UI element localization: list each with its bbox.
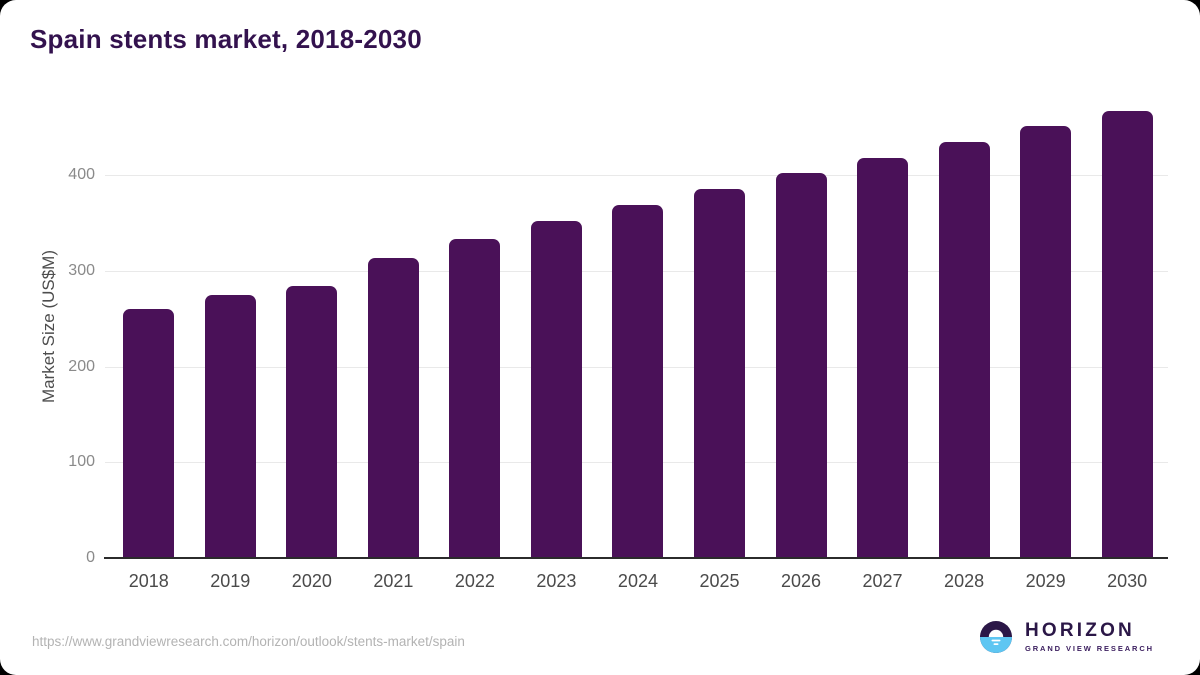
y-tick-400: 400	[68, 166, 95, 184]
bar-slot-2028: 2028	[923, 96, 1005, 591]
x-tick-2021: 2021	[373, 571, 414, 591]
y-axis-label: Market Size (US$M)	[39, 250, 58, 404]
bar-slot-2025: 2025	[679, 96, 761, 591]
logo-title: HORIZON	[1024, 620, 1135, 642]
bar-2025	[693, 188, 745, 558]
x-tick-2018: 2018	[128, 571, 169, 591]
x-tick-2019: 2019	[210, 571, 251, 591]
bars-area: 2018 2019 2020 2021 2022 2023 2024 2025 2026 2027…	[108, 96, 1168, 591]
bar-chart: Market Size (US$M) 0 100 200 300 400 2018 201…	[39, 96, 1168, 591]
logo-subtitle: GRAND VIEW RESEARCH	[1024, 643, 1154, 653]
x-tick-2028: 2028	[944, 571, 985, 591]
bar-slot-2020: 2020	[271, 96, 353, 591]
x-tick-2020: 2020	[291, 571, 332, 591]
y-tick-100: 100	[68, 453, 95, 471]
bar-2018	[123, 309, 175, 558]
bar-2022	[449, 239, 501, 558]
gridline-400	[105, 175, 1168, 177]
y-tick-0: 0	[86, 549, 95, 566]
x-tick-2030: 2030	[1107, 571, 1148, 591]
horizon-logo-text: HORIZON GRAND VIEW RESEARCH	[1024, 620, 1154, 653]
horizon-logo-icon	[979, 621, 1012, 653]
source-url-link[interactable]: https://www.grandviewresearch.com/horizo…	[32, 634, 465, 649]
bar-2026	[775, 173, 827, 558]
bar-slot-2018: 2018	[108, 96, 190, 591]
bar-2021	[367, 257, 419, 558]
bar-2020	[286, 286, 338, 558]
bar-slot-2030: 2030	[1086, 96, 1168, 591]
y-tick-200: 200	[68, 357, 95, 375]
y-tick-300: 300	[68, 262, 95, 280]
bar-slot-2027: 2027	[842, 96, 924, 591]
bar-slot-2019: 2019	[190, 96, 272, 591]
bar-2019	[204, 294, 256, 558]
x-tick-2024: 2024	[617, 571, 658, 591]
bar-2030	[1101, 111, 1153, 558]
bar-slot-2022: 2022	[434, 96, 516, 591]
x-tick-2026: 2026	[780, 571, 822, 591]
x-tick-2022: 2022	[454, 571, 495, 591]
bar-2028	[938, 141, 990, 558]
bar-slot-2021: 2021	[353, 96, 435, 591]
bar-2024	[612, 205, 664, 558]
x-tick-2025: 2025	[699, 571, 740, 591]
bar-2029	[1020, 125, 1072, 558]
x-tick-2023: 2023	[536, 571, 577, 591]
bar-slot-2029: 2029	[1005, 96, 1087, 591]
chart-title: Spain stents market, 2018-2030	[30, 24, 422, 54]
bar-slot-2026: 2026	[760, 96, 842, 591]
x-tick-2027: 2027	[862, 571, 903, 591]
bar-slot-2024: 2024	[597, 96, 679, 591]
horizon-logo: HORIZON GRAND VIEW RESEARCH	[976, 617, 1154, 657]
x-axis-line	[104, 557, 1168, 559]
bar-2023	[530, 221, 582, 558]
bar-slot-2023: 2023	[516, 96, 598, 591]
x-tick-2029: 2029	[1025, 571, 1066, 591]
bar-2027	[857, 158, 909, 558]
